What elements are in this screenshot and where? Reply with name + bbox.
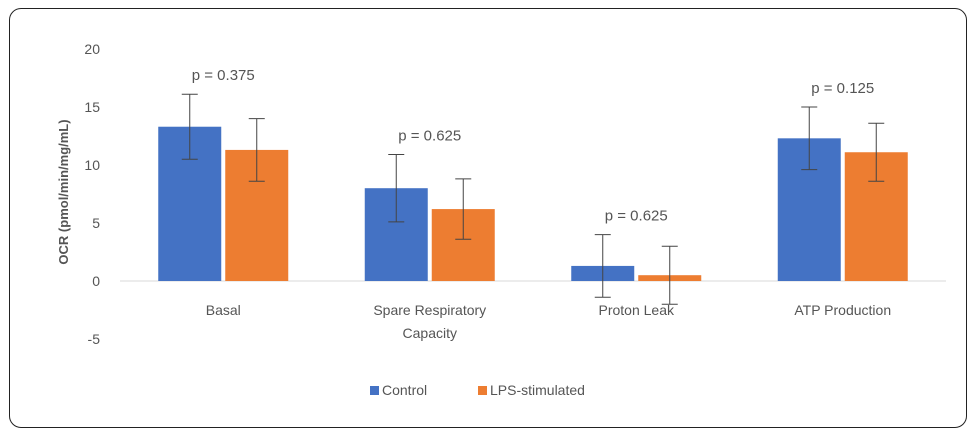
legend: Control LPS-stimulated (370, 382, 585, 398)
y-tick-label: -5 (88, 331, 101, 347)
category-label: Basal (206, 302, 241, 318)
error-bars (181, 93, 885, 305)
category-label: Spare Respiratory (373, 302, 486, 318)
legend-label: LPS-stimulated (490, 382, 585, 398)
y-tick-label: 20 (84, 41, 100, 57)
y-tick-label: 5 (92, 215, 100, 231)
p-value-annotations: p = 0.375 p = 0.625 p = 0.625 p = 0.125 (192, 67, 874, 224)
p-value-label: p = 0.125 (811, 80, 874, 97)
y-tick-label: 0 (92, 273, 100, 289)
legend-swatch (478, 386, 487, 395)
category-label: Proton Leak (599, 302, 675, 318)
category-label: Capacity (403, 325, 457, 341)
bars (158, 126, 908, 281)
y-tick-label: 15 (84, 99, 100, 115)
y-tick-label: 10 (84, 157, 100, 173)
y-axis-title-group: OCR (pmol/min/mg/mL) (56, 119, 71, 264)
legend-label: Control (382, 382, 427, 398)
y-axis-ticks: 20 15 10 5 0 -5 (84, 41, 100, 347)
p-value-label: p = 0.375 (192, 67, 255, 84)
category-label: ATP Production (794, 302, 891, 318)
p-value-label: p = 0.625 (398, 128, 461, 145)
p-value-label: p = 0.625 (605, 208, 668, 225)
legend-swatch (370, 386, 379, 395)
y-axis-title: OCR (pmol/min/mg/mL) (56, 119, 71, 264)
x-axis-category-labels: Basal Spare Respiratory Capacity Proton Lea… (206, 302, 891, 341)
bar-chart: OCR (pmol/min/mg/mL) 20 15 10 5 0 -5 Basal Spa… (56, 41, 946, 398)
